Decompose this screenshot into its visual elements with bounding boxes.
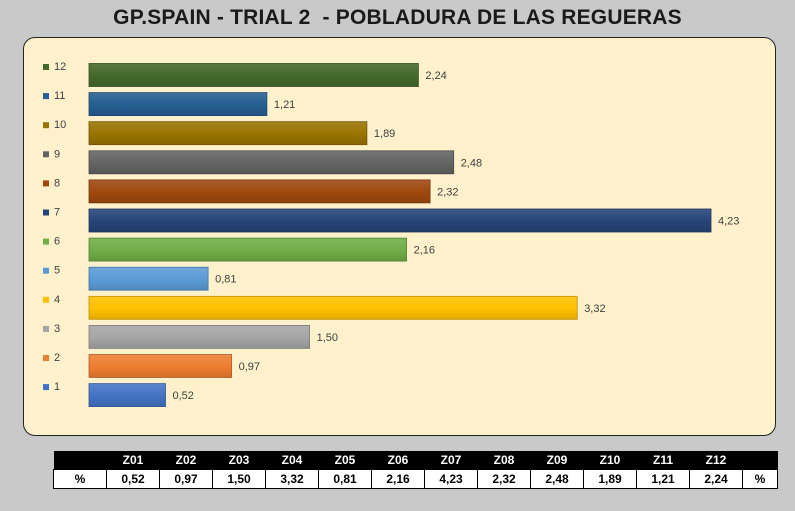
bar-1 [88,383,166,408]
legend-marker-11 [43,93,49,100]
bar-3 [88,324,311,349]
bar-2 [88,354,233,378]
table-header-cell: Z02 [159,451,213,470]
legend-label-7: 7 [54,207,60,219]
legend-marker-10 [43,122,49,129]
table-cell: 1,21 [636,469,690,489]
table-header-cell: Z03 [212,451,266,470]
data-label-9: 2,48 [461,157,482,169]
legend-label-4: 4 [54,294,60,306]
table-row-label-end: % [742,469,778,489]
data-table: Z01 Z02 Z03 Z04 Z05 Z06 Z07 Z08 Z09 Z10 … [53,451,778,489]
table-header-cell: Z01 [106,451,160,470]
table-header-cell: Z04 [265,451,319,470]
table-cell: 0,52 [106,469,160,489]
table-header-cell: Z11 [636,451,690,470]
table-header-cell: Z09 [530,451,584,470]
legend-marker-7 [43,209,49,216]
table-cell: 2,16 [371,469,425,489]
data-label-8: 2,32 [437,186,458,198]
table-row-label: % [53,469,107,489]
table-cell: 4,23 [424,469,478,489]
legend-label-2: 2 [54,352,60,364]
legend-marker-6 [43,238,49,245]
data-label-3: 1,50 [317,332,338,344]
table-header-cell [742,451,778,470]
legend-label-11: 11 [54,90,65,102]
table-cell: 2,24 [689,469,743,489]
table-header-cell: Z05 [318,451,372,470]
bar-12 [88,63,419,87]
table-header-row: Z01 Z02 Z03 Z04 Z05 Z06 Z07 Z08 Z09 Z10 … [53,451,778,470]
bar-4 [88,295,578,320]
table-cell: 1,50 [212,469,266,489]
table-row: % 0,52 0,97 1,50 3,32 0,81 2,16 4,23 2,3… [53,469,778,489]
legend-label-9: 9 [54,148,60,160]
legend-label-12: 12 [54,61,66,73]
bar-9 [88,150,455,175]
bar-8 [88,179,431,204]
data-label-12: 2,24 [425,70,446,82]
table-cell: 2,48 [530,469,584,489]
legend-label-1: 1 [54,381,60,393]
legend-marker-1 [43,384,49,391]
legend-label-8: 8 [54,177,60,189]
table-header-cell: Z12 [689,451,743,470]
data-label-4: 3,32 [584,303,605,315]
data-label-5: 0,81 [215,274,236,286]
table-cell: 3,32 [265,469,319,489]
data-label-11: 1,21 [274,99,295,111]
legend-label-6: 6 [54,236,60,248]
legend-marker-12 [43,64,49,70]
data-label-6: 2,16 [414,245,435,257]
data-label-1: 0,52 [173,390,194,402]
data-label-2: 0,97 [239,361,260,373]
data-label-7: 4,23 [718,216,739,228]
legend-marker-2 [43,355,49,361]
bar-11 [88,92,268,116]
bar-6 [88,237,408,262]
legend-marker-5 [43,267,49,274]
legend-label-5: 5 [54,265,60,277]
legend-label-3: 3 [54,323,60,335]
table-cell: 1,89 [583,469,637,489]
legend-marker-4 [43,296,49,303]
table-header-cell: Z10 [583,451,637,470]
legend-marker-9 [43,151,49,158]
bar-5 [88,266,209,291]
table-header-cell [53,451,107,470]
table-cell: 0,81 [318,469,372,489]
data-labels: 0,52 0,97 1,50 3,32 0,81 2,16 4,23 2,32 2,48 1,89… [173,70,740,402]
data-label-10: 1,89 [374,128,395,140]
table-header-cell: Z07 [424,451,478,470]
table-cell: 2,32 [477,469,531,489]
bars [88,63,712,408]
legend-marker-3 [43,325,49,332]
table-cell: 0,97 [159,469,213,489]
bar-7 [88,208,712,233]
legend-label-10: 10 [54,119,66,131]
legend-marker-8 [43,180,49,187]
table-header-cell: Z08 [477,451,531,470]
chart-title: GP.SPAIN - TRIAL 2 - POBLADURA DE LAS RE… [113,6,682,29]
bar-10 [88,121,368,146]
table-header-cell: Z06 [371,451,425,470]
